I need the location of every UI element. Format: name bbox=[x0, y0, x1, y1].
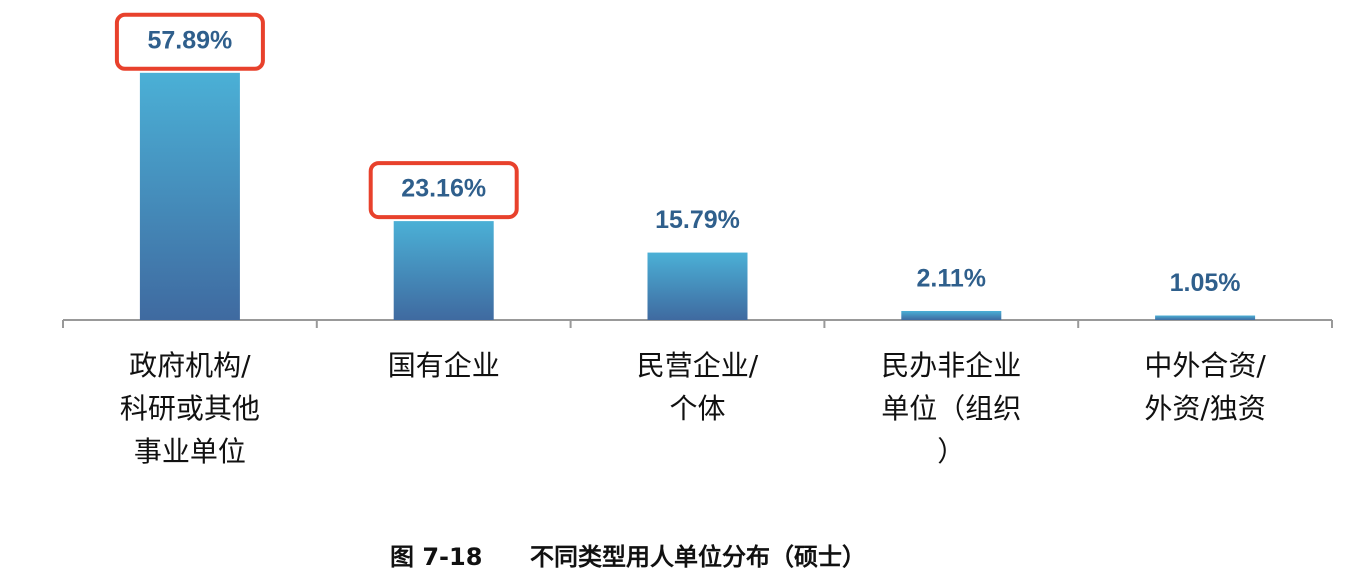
x-tick-label-line: 民办非企业 bbox=[881, 349, 1021, 382]
x-tick-label-line: 国有企业 bbox=[388, 349, 500, 382]
x-tick-label: 中外合资/外资/独资 bbox=[1144, 349, 1266, 425]
highlight-box bbox=[368, 161, 519, 220]
value-label: 15.79% bbox=[655, 206, 740, 234]
highlight-box bbox=[114, 12, 265, 71]
bar bbox=[393, 221, 494, 320]
bar bbox=[1155, 315, 1256, 320]
x-tick-label: 民营企业/个体 bbox=[637, 349, 759, 425]
x-tick-label-line: 政府机构/ bbox=[129, 349, 251, 382]
x-tick-label-line: ） bbox=[937, 435, 965, 468]
x-tick-label-line: 事业单位 bbox=[134, 435, 246, 468]
x-tick-label: 国有企业 bbox=[388, 349, 500, 382]
value-label: 57.89% bbox=[148, 26, 233, 54]
bar bbox=[139, 72, 240, 321]
value-label: 23.16% bbox=[401, 175, 486, 203]
x-tick-label-line: 个体 bbox=[669, 392, 725, 425]
x-tick-label-line: 民营企业/ bbox=[637, 349, 759, 382]
value-label: 1.05% bbox=[1170, 269, 1241, 297]
x-tick-label: 民办非企业单位（组织 ） bbox=[881, 349, 1021, 468]
x-tick-label: 政府机构/科研或其他事业单位 bbox=[120, 349, 260, 468]
x-tick-label-line: 中外合资/ bbox=[1144, 349, 1266, 382]
chart-title: 不同类型用人单位分布（硕士） bbox=[530, 543, 866, 571]
bar bbox=[647, 252, 748, 320]
value-label: 2.11% bbox=[917, 265, 987, 293]
figure-label: 图 7-18 bbox=[390, 543, 482, 571]
x-tick-label-line: 科研或其他 bbox=[120, 392, 260, 425]
x-tick-label-line: 外资/独资 bbox=[1144, 392, 1265, 425]
bar bbox=[901, 310, 1002, 320]
x-tick-label-line: 单位（组织 bbox=[881, 392, 1021, 425]
